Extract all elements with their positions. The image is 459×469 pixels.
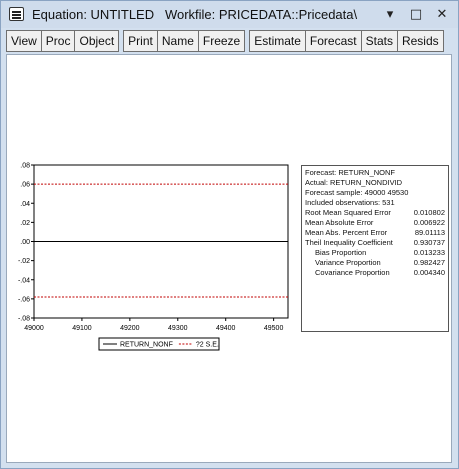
chart-legend bbox=[98, 337, 220, 351]
stats-row: Covariance Proportion 0.004340 bbox=[305, 268, 445, 278]
name-button[interactable]: Name bbox=[156, 30, 199, 52]
view-button[interactable]: View bbox=[6, 30, 42, 52]
y-tick-label: -.02 bbox=[18, 258, 30, 265]
x-tick-label: 49400 bbox=[216, 325, 236, 332]
title-bar[interactable]: Equation: UNTITLED Workfile: PRICEDATA::… bbox=[1, 1, 458, 28]
stats-label: Covariance Proportion bbox=[315, 268, 390, 277]
object-button[interactable]: Object bbox=[74, 30, 120, 52]
stats-obs-line: Included observations: 531 bbox=[305, 198, 395, 207]
y-tick-label: .08 bbox=[20, 163, 30, 170]
estimate-button[interactable]: Estimate bbox=[249, 30, 306, 52]
stats-row: Theil Inequality Coefficient 0.930737 bbox=[305, 238, 445, 248]
x-tick-label: 49000 bbox=[24, 325, 44, 332]
stats-value: 0.004340 bbox=[413, 268, 445, 277]
resids-button[interactable]: Resids bbox=[396, 30, 444, 52]
stats-value: 0.930737 bbox=[413, 238, 445, 247]
stats-label: Variance Proportion bbox=[315, 258, 381, 267]
x-tick-label: 49200 bbox=[120, 325, 140, 332]
stats-label: Root Mean Squared Error bbox=[305, 208, 391, 217]
stats-label: Theil Inequality Coefficient bbox=[305, 238, 393, 247]
legend-label: RETURN_NONF bbox=[120, 342, 173, 349]
y-tick-label: -.08 bbox=[18, 316, 30, 323]
stats-row: Root Mean Squared Error 0.010802 bbox=[305, 208, 445, 218]
stats-value: 0.013233 bbox=[413, 248, 445, 257]
stats-value: 89.01113 bbox=[414, 228, 445, 237]
y-tick-label: .00 bbox=[20, 239, 30, 246]
minimize-icon[interactable]: ▾ bbox=[386, 6, 394, 22]
stats-button[interactable]: Stats bbox=[360, 30, 398, 52]
forecast-chart: .08 .06 .04 .02 .00 -.02 -.04 -.06 -.08 49000 4910… bbox=[18, 163, 289, 351]
toolbar: View Proc Object Print Name Freeze Estim… bbox=[6, 30, 444, 52]
output-pane: .08 .06 .04 .02 .00 -.02 -.04 -.06 -.08 49000 4910… bbox=[6, 54, 452, 463]
print-button[interactable]: Print bbox=[123, 30, 158, 52]
y-tick-label: .02 bbox=[20, 220, 30, 227]
stats-actual-line: Actual: RETURN_NONDIVID bbox=[305, 178, 403, 187]
system-menu-icon[interactable] bbox=[9, 7, 24, 21]
y-tick-label: .04 bbox=[20, 201, 30, 208]
stats-sample-line: Forecast sample: 49000 49530 bbox=[305, 188, 409, 197]
stats-row: Mean Absolute Error 0.006922 bbox=[305, 218, 445, 228]
maximize-icon[interactable]: □ bbox=[409, 6, 423, 22]
stats-value: 0.982427 bbox=[413, 258, 445, 267]
close-icon[interactable]: ✕ bbox=[436, 6, 448, 22]
stats-label: Mean Absolute Error bbox=[305, 218, 374, 227]
forecast-button[interactable]: Forecast bbox=[304, 30, 362, 52]
stats-row: Mean Abs. Percent Error 89.01113 bbox=[305, 228, 445, 238]
stats-value: 0.006922 bbox=[413, 218, 445, 227]
y-tick-label: -.04 bbox=[18, 277, 30, 284]
window-title: Equation: UNTITLED Workfile: PRICEDATA::… bbox=[32, 7, 358, 22]
stats-forecast-line: Forecast: RETURN_NONF bbox=[305, 168, 396, 177]
stats-row: Variance Proportion 0.982427 bbox=[305, 258, 445, 268]
x-tick-label: 49500 bbox=[264, 325, 284, 332]
y-tick-label: .06 bbox=[20, 182, 30, 189]
forecast-stats-box: Forecast: RETURN_NONF Actual: RETURN_NON… bbox=[301, 165, 449, 332]
y-tick-label: -.06 bbox=[18, 296, 30, 303]
stats-label: Bias Proportion bbox=[315, 248, 367, 257]
x-tick-label: 49100 bbox=[72, 325, 92, 332]
stats-value: 0.010802 bbox=[413, 208, 445, 217]
x-tick-label: 49300 bbox=[168, 325, 188, 332]
stats-row: Bias Proportion 0.013233 bbox=[305, 248, 445, 258]
stats-label: Mean Abs. Percent Error bbox=[305, 228, 388, 237]
legend-label: ?2 S.E. bbox=[196, 342, 219, 349]
proc-button[interactable]: Proc bbox=[40, 30, 76, 52]
freeze-button[interactable]: Freeze bbox=[197, 30, 246, 52]
